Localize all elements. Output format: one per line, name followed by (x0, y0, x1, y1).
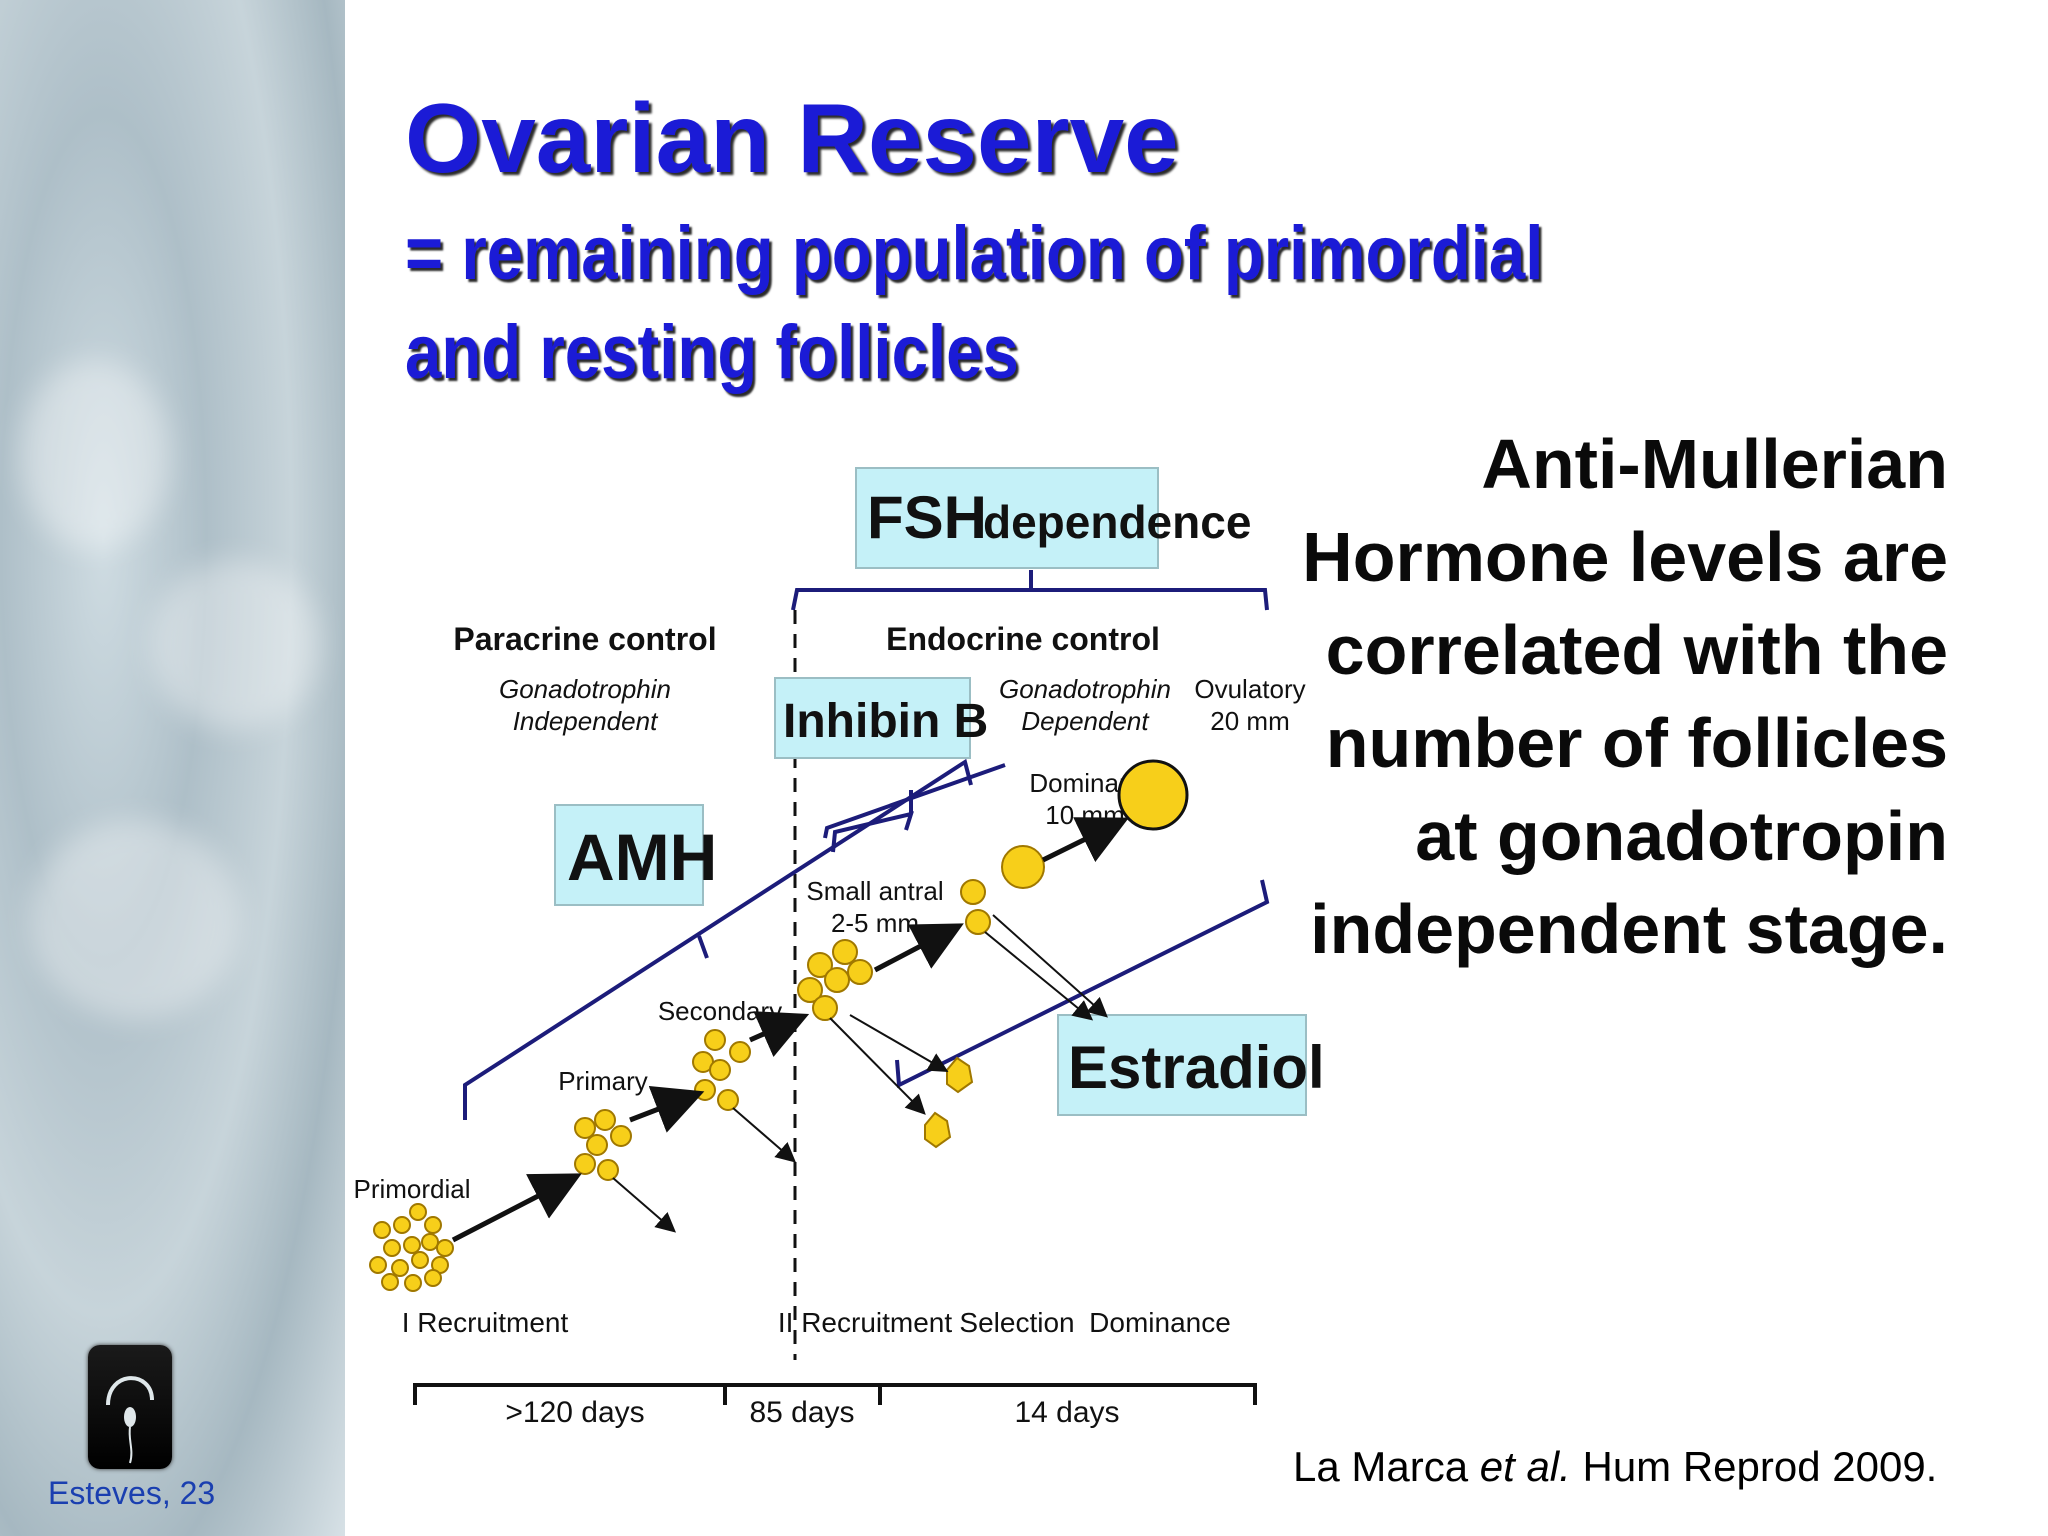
days-85-label: 85 days (749, 1396, 854, 1429)
selection-label: Selection (959, 1307, 1074, 1338)
paracrine-heading: Paracrine control (453, 621, 716, 657)
days-14-label: 14 days (1014, 1396, 1119, 1429)
estradiol-bracket (895, 879, 1270, 1089)
atretic-follicle (924, 1111, 952, 1149)
inhibin-bracket (831, 811, 914, 853)
dominance-label: Dominance (1089, 1307, 1231, 1338)
estradiol-label-box (1057, 1014, 1307, 1116)
paracrine-sub2: Independent (513, 706, 659, 736)
ovulatory-label: Ovulatory (1194, 674, 1305, 704)
logo (88, 1345, 172, 1469)
recruitment-i-label: I Recruitment (402, 1307, 569, 1338)
background-blob (20, 360, 170, 550)
amh-statement: Anti-Mullerian Hormone levels are correl… (1302, 425, 1948, 968)
primordial-label: Primordial (353, 1174, 470, 1204)
small-antral-label: Small antral (806, 876, 943, 906)
slide-footer: Esteves, 23 (48, 1475, 216, 1511)
ovulatory-follicle (1117, 759, 1189, 831)
inhibin-label: Inhibin B (783, 695, 988, 748)
slide-title: Ovarian Reserve (405, 83, 1179, 193)
growth-arrows (451, 817, 1129, 1243)
estradiol-label: Estradiol (1068, 1034, 1325, 1101)
fsh-dependence-label: dependence (983, 496, 1251, 548)
fsh-label-box (855, 467, 1159, 569)
ovulatory-size: 20 mm (1210, 706, 1289, 736)
recruitment-ii-label: II Recruitment (778, 1307, 952, 1338)
small-antral-size: 2-5 mm (831, 908, 919, 938)
secondary-follicles (692, 1029, 751, 1111)
primary-label: Primary (558, 1066, 648, 1096)
secondary-label: Secondary (658, 996, 782, 1026)
citation: La Marca et al. Hum Reprod 2009. (1293, 1443, 1937, 1491)
slide-subtitle: = remaining population of primordial and… (405, 211, 1544, 395)
background-blob (30, 820, 240, 1020)
background-blob (150, 560, 320, 730)
sidebar-background (0, 0, 345, 1536)
paracrine-sub1: Gonadotrophin (499, 674, 671, 704)
inhibin-bracket-arm (823, 763, 1006, 839)
small-antral-follicles (797, 939, 873, 1021)
citation-authors: La Marca (1293, 1443, 1469, 1490)
endocrine-heading: Endocrine control (886, 621, 1160, 657)
inhibin-label-box (774, 677, 971, 759)
fsh-bracket (791, 588, 1269, 611)
dominant-follicles (960, 845, 1045, 935)
amh-bracket (463, 758, 973, 1120)
amh-bracket-tick (697, 935, 709, 959)
amh-label: AMH (567, 820, 717, 894)
citation-journal: Hum Reprod 2009. (1582, 1443, 1938, 1490)
endocrine-sub1: Gonadotrophin (999, 674, 1171, 704)
primary-follicles (574, 1109, 632, 1181)
atretic-follicle (946, 1056, 974, 1094)
timeline (413, 1383, 1257, 1405)
primordial-follicles (369, 1203, 454, 1292)
amh-label-box (554, 804, 704, 906)
logo-icon (106, 1376, 154, 1464)
atresia-arrows (612, 914, 1108, 1233)
citation-etal: et al. (1479, 1443, 1571, 1490)
days-120-label: >120 days (505, 1396, 644, 1429)
fsh-label: FSH (867, 484, 987, 551)
endocrine-sub2: Dependent (1021, 706, 1150, 736)
follicle-development-diagram: FSH dependence Paracrine control Gonadot… (353, 467, 1325, 1429)
